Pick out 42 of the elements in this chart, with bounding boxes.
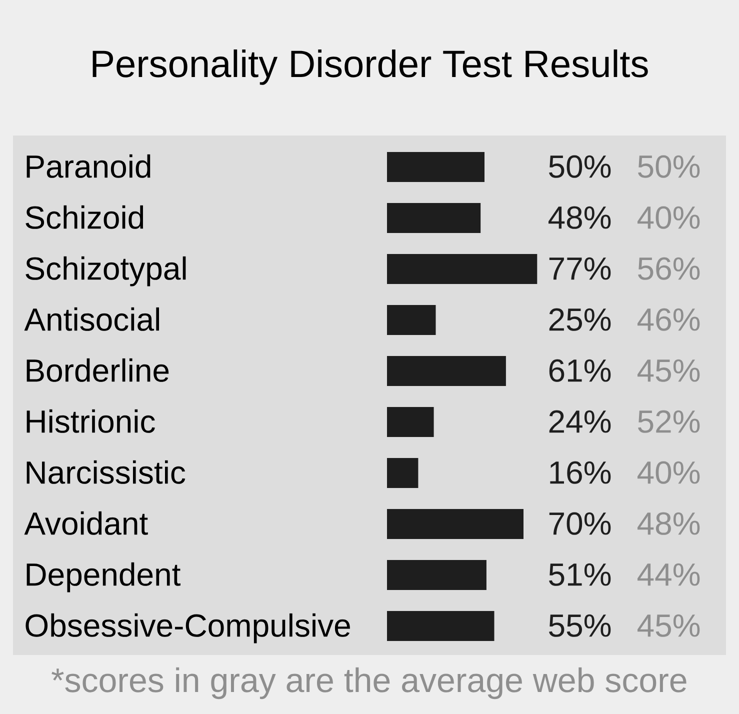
data-label: 50%: [549, 155, 611, 178]
bar: [387, 305, 436, 336]
data-label: 40%: [637, 461, 700, 484]
data-label: 44%: [637, 563, 700, 586]
y-tick-label: Borderline: [26, 358, 169, 382]
y-tick-label: Narcissistic: [26, 460, 186, 484]
data-label: 25%: [549, 308, 611, 331]
data-label: 56%: [638, 257, 700, 280]
data-label: 52%: [638, 410, 700, 433]
data-label: 45%: [637, 614, 700, 637]
bar: [387, 458, 418, 488]
data-label: 40%: [637, 206, 700, 229]
bar: [387, 152, 484, 182]
data-label: 61%: [549, 359, 611, 382]
bar: [387, 560, 486, 590]
data-label: 51%: [549, 563, 611, 586]
y-tick-label: Schizoid: [26, 205, 144, 229]
bar: [387, 509, 524, 540]
data-label: 70%: [549, 512, 611, 535]
bar: [387, 407, 434, 438]
y-tick-label: Avoidant: [24, 511, 148, 535]
y-tick-label: Paranoid: [26, 154, 150, 178]
chart-title: Personality Disorder Test Results: [92, 49, 648, 85]
bar: [387, 356, 506, 386]
y-tick-label: Dependent: [26, 562, 180, 592]
data-label: 45%: [637, 359, 700, 382]
bar: [387, 254, 538, 284]
data-label: 77%: [549, 257, 611, 280]
data-label: 24%: [549, 410, 611, 433]
y-tick-label: Antisocial: [24, 307, 159, 331]
bar: [387, 611, 494, 642]
data-label: 48%: [637, 512, 700, 535]
data-label: 55%: [549, 614, 611, 637]
text: *scores in gray are the average web score: [52, 667, 686, 700]
data-label: 46%: [637, 308, 700, 331]
y-tick-label: Schizotypal: [26, 256, 186, 286]
y-tick-label: Obsessive-Compulsive: [26, 613, 350, 644]
y-tick-label: Histrionic: [26, 409, 155, 433]
data-label: 50%: [638, 155, 700, 178]
data-label: 48%: [548, 206, 611, 229]
data-label: 16%: [550, 461, 611, 484]
bar: [387, 203, 481, 233]
